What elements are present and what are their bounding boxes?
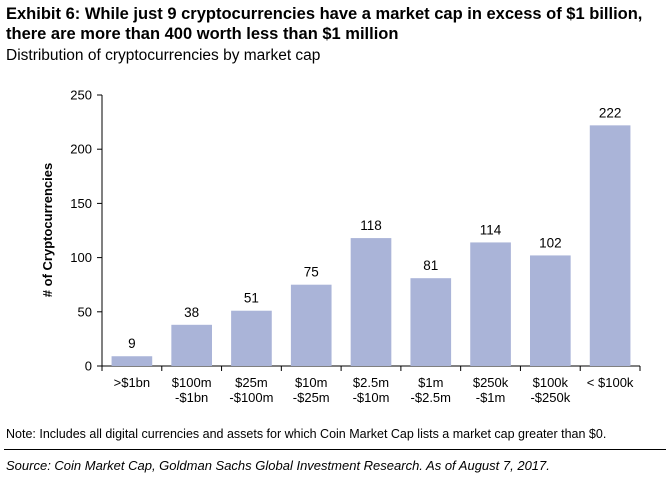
y-axis-label: # of Cryptocurrencies	[40, 163, 55, 297]
x-category-label: $100k	[533, 375, 569, 390]
bar	[470, 242, 511, 366]
bar-value-label: 114	[480, 222, 502, 237]
bar-value-label: 9	[128, 336, 136, 351]
bar-value-label: 222	[599, 105, 622, 120]
y-tick-label: 150	[70, 196, 92, 211]
y-tick-label: 200	[70, 142, 92, 157]
bar-value-label: 118	[360, 218, 382, 233]
bar	[530, 255, 571, 366]
bar	[290, 284, 332, 366]
x-category-label: >$1bn	[114, 375, 151, 390]
chart-title: Exhibit 6: While just 9 cryptocurrencies…	[6, 5, 643, 43]
bar-value-label: 81	[423, 258, 438, 273]
x-category-label: $10m	[295, 375, 328, 390]
x-category-label: -$100m	[229, 390, 273, 405]
footnote: Note: Includes all digital currencies an…	[6, 427, 607, 441]
x-category-label: -$1m	[476, 390, 506, 405]
bar	[111, 356, 153, 366]
bar	[589, 125, 631, 366]
source-line: Source: Coin Market Cap, Goldman Sachs G…	[6, 458, 550, 473]
bar	[410, 278, 452, 366]
chart-subtitle: Distribution of cryptocurrencies by mark…	[6, 47, 321, 64]
bar-value-label: 51	[244, 291, 259, 306]
bar-chart: 0501001502002509>$1bn38$100m-$1bn51$25m-…	[40, 88, 641, 405]
y-tick-label: 250	[70, 88, 92, 103]
x-category-label: $2.5m	[353, 375, 389, 390]
bar	[350, 238, 392, 366]
x-category-label: -$2.5m	[411, 390, 451, 405]
x-category-label: -$25m	[293, 390, 330, 405]
x-category-label: $250k	[473, 375, 509, 390]
x-category-label: -$1bn	[175, 390, 208, 405]
bar-value-label: 75	[304, 265, 319, 280]
plot-area: 0501001502002509>$1bn38$100m-$1bn51$25m-…	[70, 88, 641, 405]
bar-value-label: 102	[539, 235, 562, 250]
bar	[171, 324, 212, 366]
y-tick-label: 50	[78, 304, 92, 319]
x-category-label: < $100k	[587, 375, 634, 390]
x-category-label: -$250k	[530, 390, 570, 405]
divider	[4, 449, 666, 450]
x-category-label: -$10m	[353, 390, 390, 405]
bar-value-label: 38	[184, 305, 199, 320]
x-category-label: $1m	[418, 375, 443, 390]
y-tick-label: 100	[70, 250, 92, 265]
x-category-label: $25m	[235, 375, 268, 390]
y-tick-label: 0	[85, 359, 92, 374]
x-category-label: $100m	[172, 375, 212, 390]
bar	[231, 310, 272, 366]
